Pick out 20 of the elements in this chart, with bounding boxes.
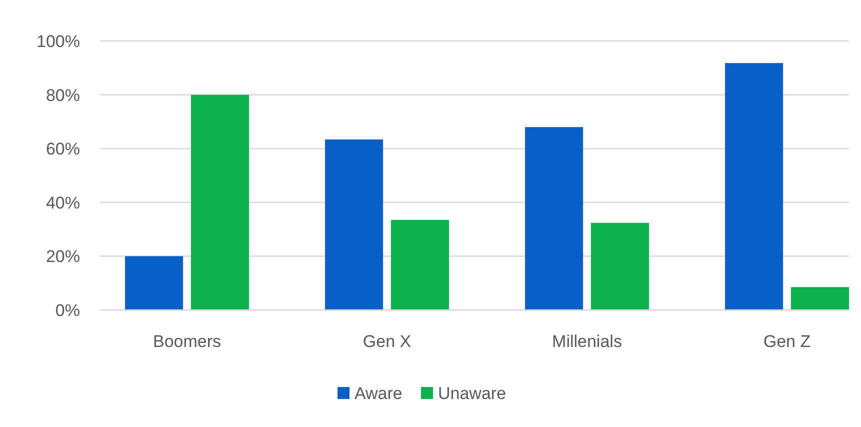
x-tick-label: Millenials [552, 332, 622, 351]
y-tick-label: 40% [46, 193, 80, 212]
bar [125, 256, 184, 310]
x-tick-label: Gen X [362, 332, 412, 351]
bar [390, 220, 449, 310]
bar [725, 63, 784, 310]
y-tick-label: 100% [36, 32, 80, 51]
bar [190, 94, 249, 310]
y-tick-label: 20% [46, 247, 80, 266]
bar [325, 139, 384, 310]
y-tick-label: 60% [46, 140, 80, 159]
bar [525, 127, 584, 310]
bar [790, 287, 849, 310]
legend-label: Aware [354, 384, 402, 403]
y-tick-label: 0% [55, 300, 80, 320]
bar [590, 222, 649, 310]
x-tick-label: Boomers [152, 332, 222, 351]
y-tick-label: 80% [46, 86, 80, 105]
x-tick-label: Gen Z [763, 332, 811, 351]
legend-label: Unaware [438, 384, 506, 403]
